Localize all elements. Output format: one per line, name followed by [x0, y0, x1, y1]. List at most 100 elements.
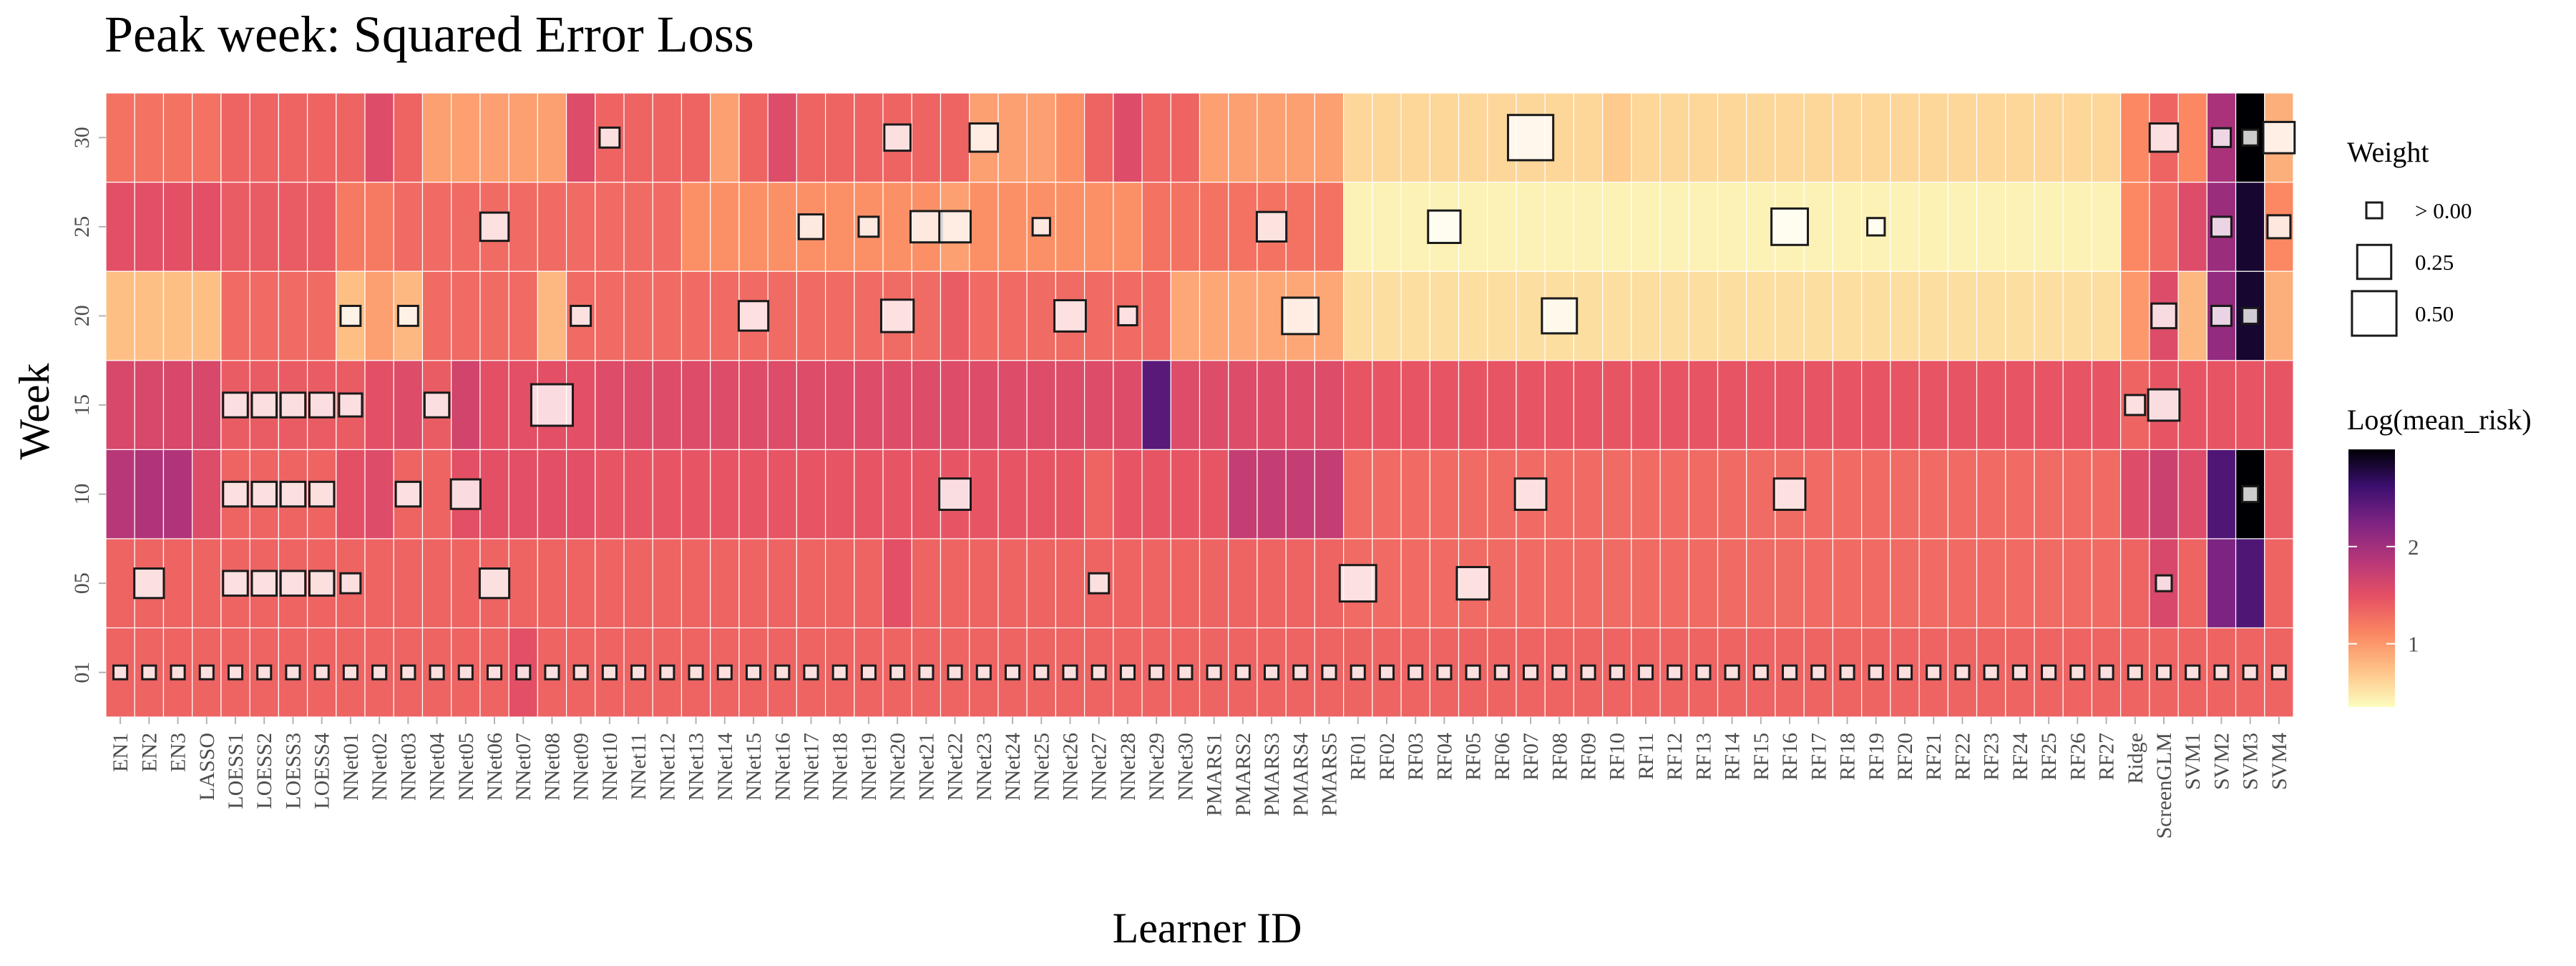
weight-marker-NNet20-01 — [889, 664, 906, 680]
weight-marker-NNet10-30 — [598, 126, 621, 149]
weight-marker-LOESS1-15 — [222, 391, 249, 419]
weight-marker-SVM2-25 — [2210, 215, 2233, 238]
heatmap-cell-NNet28-25 — [1113, 181, 1143, 272]
heatmap-cell-RF13-10 — [1688, 449, 1719, 540]
weight-marker-NNet25-01 — [1033, 664, 1050, 680]
weight-marker-RF07-01 — [1523, 664, 1539, 680]
heatmap-cell-NNet21-10 — [911, 449, 942, 540]
heatmap-cell-NNet24-10 — [997, 449, 1028, 540]
heatmap-cell-LASSO-30 — [192, 92, 222, 183]
x-tick-label: RF27 — [2095, 733, 2119, 781]
x-tick-label: NNet28 — [1116, 733, 1140, 801]
weight-marker-SVM4-01 — [2270, 664, 2287, 680]
heatmap-cell-NNet12-20 — [652, 270, 683, 361]
heatmap-cell-NNet02-20 — [364, 270, 394, 361]
x-tick-label: RF01 — [1347, 733, 1370, 781]
heatmap-cell-EN1-30 — [105, 92, 135, 183]
heatmap-cell-SVM4-05 — [2264, 538, 2294, 629]
heatmap-cell-RF10-30 — [1602, 92, 1632, 183]
heatmap-cell-RF26-05 — [2062, 538, 2093, 629]
weight-marker-NNet01-05 — [339, 572, 362, 595]
heatmap-cell-RF17-20 — [1803, 270, 1834, 361]
heatmap-cell-LOESS1-30 — [220, 92, 250, 183]
heatmap-cell-NNet13-10 — [680, 449, 711, 540]
x-tick-label: PMARS4 — [1289, 733, 1312, 816]
x-tick-label: EN2 — [137, 733, 161, 772]
heatmap-cell-LOESS4-01 — [306, 627, 337, 718]
heatmap-cell-SVM2-15 — [2206, 360, 2237, 450]
weight-marker-RF19-01 — [1868, 664, 1884, 680]
heatmap-cell-NNet27-10 — [1084, 449, 1114, 540]
weight-marker-NNet06-01 — [486, 664, 503, 680]
weight-marker-PMARS3-25 — [1255, 210, 1288, 243]
heatmap-cell-PMARS1-10 — [1199, 449, 1229, 540]
heatmap-cell-RF10-05 — [1602, 538, 1632, 629]
x-tick-label: RF05 — [1462, 733, 1485, 781]
heatmap-cell-NNet30-05 — [1170, 538, 1201, 629]
heatmap-cell-LASSO-15 — [192, 360, 222, 450]
heatmap-cell-NNet15-30 — [738, 92, 769, 183]
weight-marker-RF01-05 — [1338, 564, 1377, 603]
x-tick-label: NNet29 — [1145, 733, 1169, 801]
weight-legend-key — [2351, 290, 2398, 337]
x-tick-label: NNet30 — [1174, 733, 1197, 801]
heatmap-cell-RF20-15 — [1890, 360, 1920, 450]
heatmap-cell-PMARS3-15 — [1257, 360, 1287, 450]
weight-marker-EN2-01 — [141, 664, 157, 680]
heatmap-cell-NNet25-15 — [1026, 360, 1056, 450]
heatmap-cell-RF22-30 — [1947, 92, 1978, 183]
heatmap-cell-PMARS5-10 — [1314, 449, 1345, 540]
heatmap-cell-NNet15-25 — [738, 181, 769, 272]
heatmap-cell-NNet02-15 — [364, 360, 394, 450]
weight-marker-NNet07-01 — [515, 664, 532, 680]
weight-marker-NNet17-25 — [797, 213, 825, 240]
y-tick-label: 20 — [70, 305, 94, 326]
heatmap-cell-SVM2-10 — [2206, 449, 2237, 540]
heatmap-cell-RF05-10 — [1458, 449, 1488, 540]
x-tick-label: NNet01 — [339, 733, 363, 801]
heatmap-cell-NNet24-20 — [997, 270, 1028, 361]
heatmap-cell-NNet16-10 — [767, 449, 797, 540]
heatmap-cell-RF17-15 — [1803, 360, 1834, 450]
heatmap-cell-NNet22-15 — [940, 360, 970, 450]
heatmap-cell-NNet09-05 — [565, 538, 596, 629]
heatmap-cell-EN1-25 — [105, 181, 135, 272]
weight-marker-RF05-01 — [1465, 664, 1481, 680]
y-tick-label: 10 — [70, 484, 94, 505]
weight-marker-RF16-25 — [1770, 207, 1810, 246]
heatmap-cell-RF04-30 — [1429, 92, 1460, 183]
heatmap-cell-RF08-05 — [1544, 538, 1574, 629]
x-tick-label: SVM2 — [2210, 733, 2233, 790]
heatmap-cells — [105, 92, 2294, 718]
weight-marker-NNet16-01 — [774, 664, 791, 680]
weight-marker-NNet06-05 — [478, 567, 511, 600]
heatmap-cell-RF14-10 — [1717, 449, 1747, 540]
weight-marker-ScreenGLM-15 — [2147, 388, 2181, 422]
heatmap-cell-RF17-05 — [1803, 538, 1834, 629]
weight-marker-RF11-01 — [1637, 664, 1654, 680]
heatmap-cell-RF05-25 — [1458, 181, 1488, 272]
heatmap-cell-PMARS4-30 — [1285, 92, 1315, 183]
weight-marker-EN1-01 — [112, 664, 129, 680]
weight-marker-SVM3-30 — [2241, 128, 2260, 147]
heatmap-cell-RF18-05 — [1832, 538, 1863, 629]
weight-marker-NNet28-01 — [1119, 664, 1136, 680]
heatmap-cell-NNet23-05 — [969, 538, 999, 629]
heatmap-cell-RF18-30 — [1832, 92, 1863, 183]
heatmap-cell-NNet06-30 — [479, 92, 509, 183]
heatmap-cell-RF27-20 — [2091, 270, 2122, 361]
weight-marker-NNet03-20 — [396, 304, 419, 327]
heatmap-cell-NNet30-30 — [1170, 92, 1201, 183]
x-tick-label: NNet14 — [713, 733, 737, 801]
heatmap-cell-RF24-10 — [2005, 449, 2035, 540]
weight-marker-RF05-05 — [1455, 565, 1491, 601]
heatmap-cell-NNet20-25 — [882, 181, 912, 272]
heatmap-cell-NNet08-25 — [537, 181, 567, 272]
heatmap-cell-RF07-15 — [1516, 360, 1546, 450]
heatmap-cell-NNet23-15 — [969, 360, 999, 450]
heatmap-cell-LASSO-20 — [192, 270, 222, 361]
heatmap-cell-NNet18-20 — [824, 270, 855, 361]
x-axis: EN1 EN2 EN3 LASSO LOESS1 LOESS2 LOESS3 LOESS4 NN… — [109, 717, 2291, 839]
heatmap-cell-NNet27-30 — [1084, 92, 1114, 183]
